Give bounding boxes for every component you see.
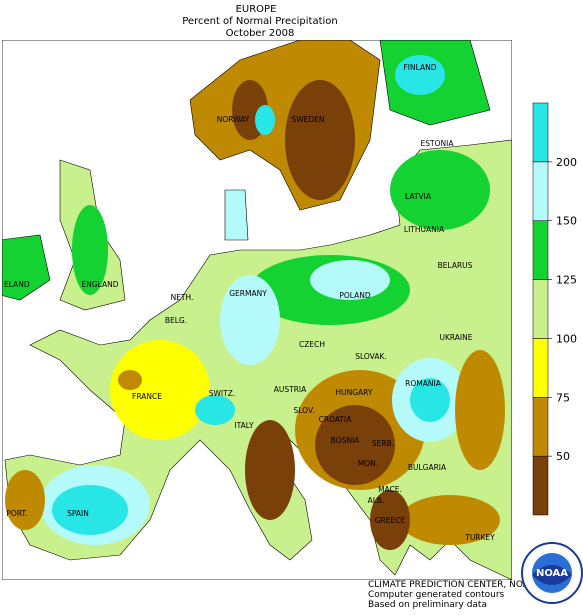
- title: EUROPE: [236, 4, 277, 15]
- legend-tick-label: 100: [556, 332, 577, 345]
- country-label: CROATIA: [319, 415, 353, 424]
- country-label: GERMANY: [229, 289, 267, 298]
- legend-swatch: [532, 161, 549, 221]
- footer-line: Based on preliminary data: [368, 600, 487, 610]
- country-label: MACE.: [378, 485, 402, 494]
- country-label: SWEDEN: [291, 115, 324, 124]
- country-label: MON.: [358, 459, 378, 468]
- legend-tick-label: 150: [556, 215, 577, 228]
- country-label: ELAND: [4, 280, 30, 289]
- legend-swatch: [532, 279, 549, 339]
- country-label: BULGARIA: [408, 463, 447, 472]
- country-label: ROMANIA: [405, 379, 442, 388]
- country-label: UKRAINE: [439, 333, 472, 342]
- country-label: LATVIA: [405, 192, 432, 201]
- country-label: FRANCE: [132, 392, 162, 401]
- country-label: FINLAND: [403, 63, 436, 72]
- legend-swatch: [532, 397, 549, 457]
- country-label: PORT.: [6, 509, 27, 518]
- country-label: NETH.: [171, 293, 194, 302]
- legend-swatch: [532, 220, 549, 280]
- footer-line: Computer generated contours: [368, 590, 505, 600]
- legend-swatch: [532, 455, 549, 516]
- country-label: NORWAY: [217, 115, 250, 124]
- subtitle: Percent of Normal Precipitation: [182, 16, 338, 27]
- legend-swatch: [532, 102, 549, 163]
- country-label: LITHUANIA: [404, 225, 445, 234]
- country-label: CZECH: [299, 340, 325, 349]
- country-label: HUNGARY: [336, 388, 373, 397]
- date: October 2008: [226, 28, 295, 39]
- logo-text: NOAA: [536, 568, 568, 579]
- country-label: BELG.: [165, 316, 187, 325]
- country-label: ALB.: [368, 496, 385, 505]
- country-label: SPAIN: [67, 509, 89, 518]
- country-label: TURKEY: [464, 533, 495, 542]
- footer-line: CLIMATE PREDICTION CENTER, NOAA: [368, 580, 536, 590]
- country-label: SLOVAK.: [355, 352, 387, 361]
- noaa-logo: NOAA: [521, 542, 583, 604]
- country-label: BOSNIA: [331, 436, 360, 445]
- country-label: SERB.: [372, 439, 394, 448]
- country-label: SLOV.: [294, 406, 315, 415]
- legend-tick-label: 125: [556, 274, 577, 287]
- legend-tick-label: 50: [556, 450, 570, 463]
- country-label: GREECE: [375, 516, 406, 525]
- legend-tick-label: 200: [556, 156, 577, 169]
- country-label: BELARUS: [438, 261, 473, 270]
- country-label: POLAND: [339, 291, 371, 300]
- country-label: ESTONIA: [421, 139, 455, 148]
- map: [2, 40, 512, 580]
- country-label: ITALY: [234, 421, 254, 430]
- legend-swatch: [532, 338, 549, 398]
- color-legend: 50 75 100 125 150 200: [532, 102, 577, 516]
- country-label: SWITZ.: [209, 389, 236, 398]
- country-label: ENGLAND: [81, 280, 118, 289]
- country-labels: NORWAY SWEDEN FINLAND ESTONIA LATVIA LITHUANI…: [4, 63, 495, 542]
- legend-tick-label: 75: [556, 391, 570, 404]
- country-label: AUSTRIA: [274, 385, 307, 394]
